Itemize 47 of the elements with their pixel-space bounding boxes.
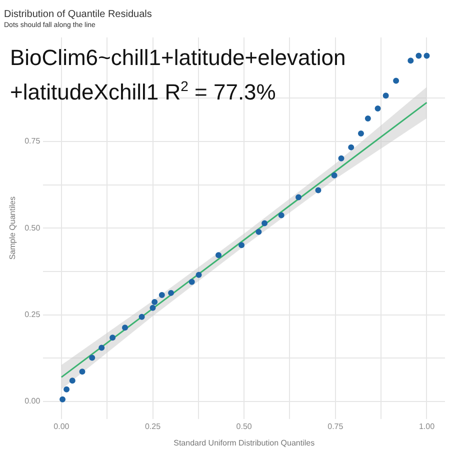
point [138, 314, 145, 320]
x-tick-label: 0.50 [236, 422, 252, 431]
point [296, 194, 302, 200]
point [278, 212, 284, 218]
point [98, 344, 105, 351]
point [64, 386, 70, 392]
point [158, 292, 165, 298]
point [79, 368, 86, 375]
point [122, 324, 128, 331]
point [238, 242, 245, 248]
x-tick-label: 1.00 [418, 422, 436, 431]
point [256, 228, 262, 235]
point [348, 144, 354, 150]
x-axis-title: Standard Uniform Distribution Quantiles [174, 438, 315, 448]
point [262, 220, 268, 226]
y-axis-title: Sample Quantiles [8, 196, 18, 260]
y-tick-label: 0.50 [24, 223, 41, 232]
point [393, 78, 400, 84]
point [331, 172, 338, 178]
point [358, 130, 364, 136]
point [338, 155, 344, 162]
point [196, 272, 202, 278]
y-tick-label: 0.25 [24, 310, 41, 319]
point [216, 252, 222, 258]
point [60, 396, 66, 402]
point [382, 92, 389, 99]
y-tick-label: 0.75 [24, 136, 41, 146]
point [315, 187, 322, 194]
point [188, 278, 195, 285]
point [69, 378, 76, 384]
x-tick-label: 0.25 [144, 422, 162, 431]
point [364, 116, 371, 122]
point [374, 105, 381, 112]
x-tick-label: 0.75 [328, 422, 344, 431]
point [89, 354, 96, 361]
annotation: BioClim6~chill1+latitude+elevation [10, 44, 346, 72]
x-tick-label: 0.00 [54, 422, 70, 431]
y-tick-label: 0.00 [24, 396, 41, 406]
annotation: +latitudeXchill1 R$^{2}$ = 77.3% [10, 77, 277, 106]
point [416, 52, 422, 59]
point [110, 334, 116, 341]
point [150, 304, 156, 311]
point [408, 58, 414, 64]
point [424, 52, 430, 59]
chart-title: Distribution of Quantile Residuals [4, 8, 152, 20]
point [168, 290, 174, 296]
point [152, 298, 158, 305]
